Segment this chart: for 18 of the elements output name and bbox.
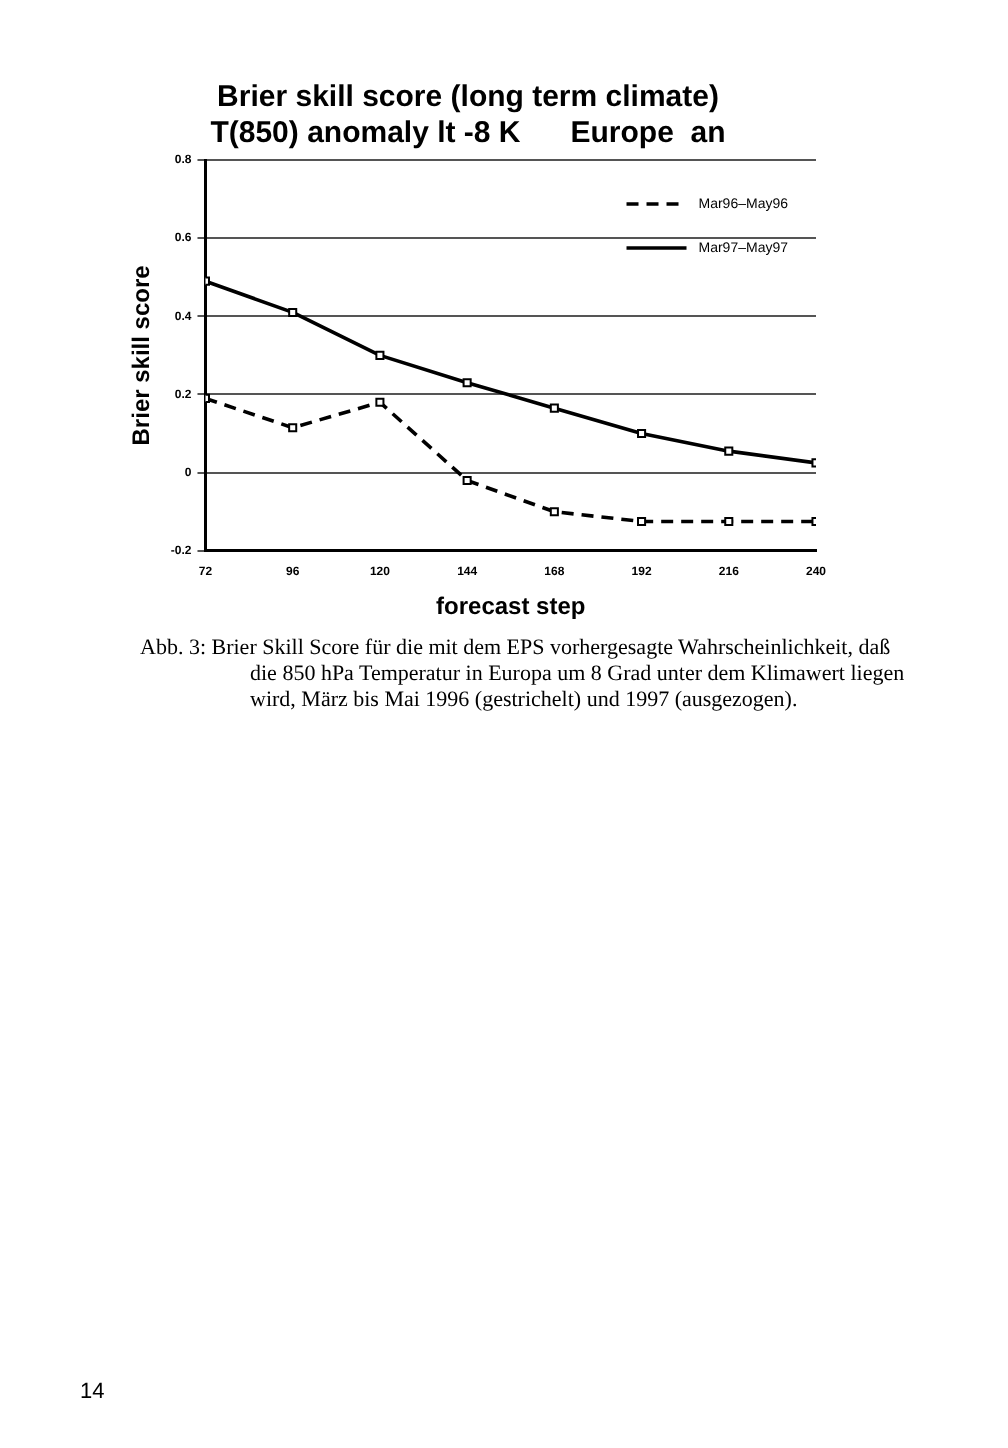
x-axis-title: forecast step xyxy=(436,592,586,621)
point xyxy=(637,429,647,439)
point xyxy=(375,350,385,360)
point xyxy=(462,378,472,388)
point xyxy=(288,307,298,317)
point xyxy=(375,397,385,407)
caption: Abb. 3: Brier Skill Score für die mit dem EPS vorhergesagte Wahrscheinlichkeit, daß die 850 hPa Temperatur in Europa um 8 Grad unter dem Klimawert liegen wird, März bis Mai 1996 (gestrichelt) und 1997 (ausgezogen). xyxy=(140,636,907,714)
text: 14 xyxy=(80,1380,105,1404)
point xyxy=(724,516,734,527)
point xyxy=(549,403,559,413)
point xyxy=(288,423,298,433)
chart-subtitle: T(850) anomaly lt -8 K Europe an xyxy=(210,116,726,151)
point xyxy=(549,507,559,517)
point xyxy=(637,516,647,527)
chart-title: Brier skill score (long term climate) xyxy=(217,80,719,115)
point xyxy=(724,446,734,456)
y-axis-title: Brier skill score xyxy=(127,264,156,446)
point xyxy=(462,475,472,485)
